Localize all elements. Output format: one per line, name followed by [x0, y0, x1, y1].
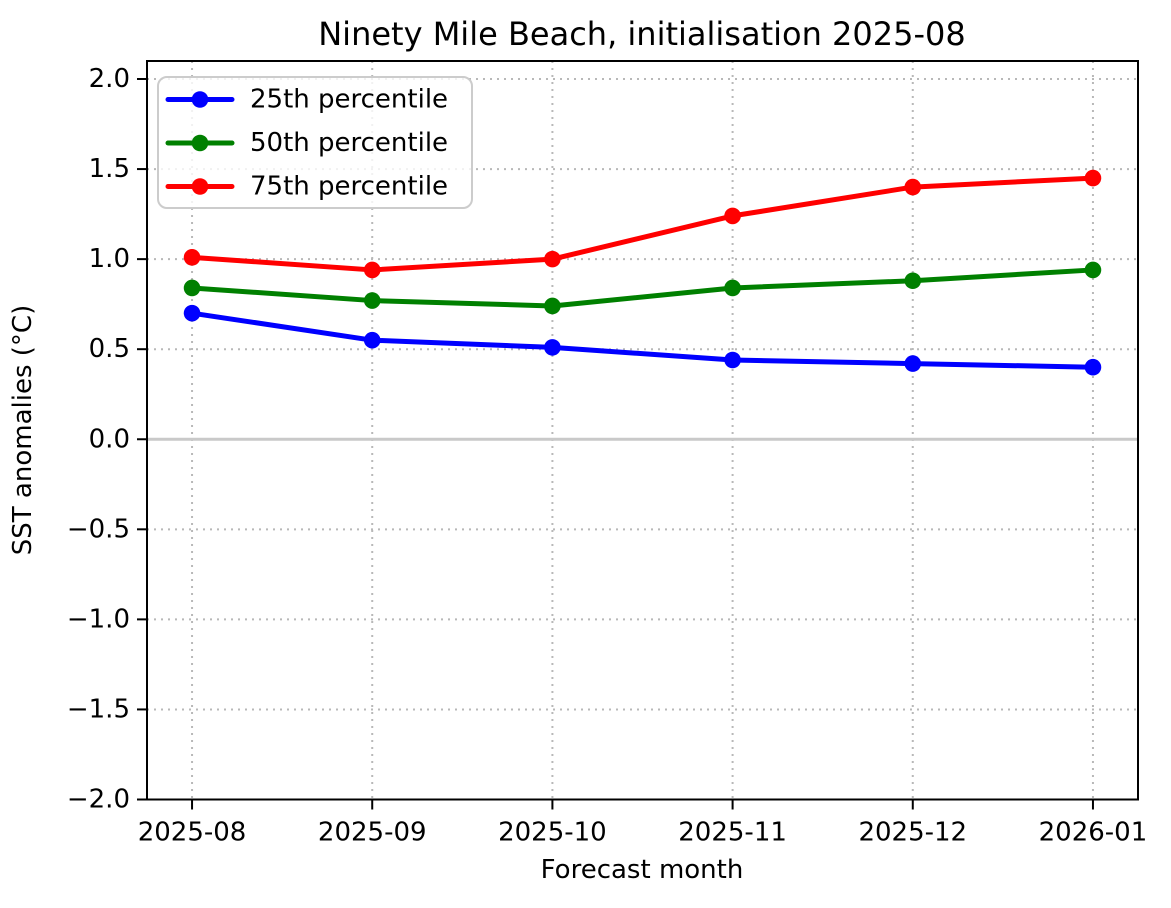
x-tick-label: 2025-12	[858, 818, 967, 848]
legend-label-50th-percentile: 50th percentile	[250, 128, 448, 158]
data-point-75th-percentile	[1084, 169, 1102, 187]
data-point-75th-percentile	[544, 250, 561, 268]
legend-label-75th-percentile: 75th percentile	[250, 172, 448, 202]
legend-label-25th-percentile: 25th percentile	[250, 85, 448, 115]
data-point-25th-percentile	[904, 355, 922, 372]
x-tick-label: 2025-10	[498, 818, 607, 848]
series-line-50th-percentile	[189, 267, 1096, 309]
legend-marker-25th-percentile	[191, 91, 209, 108]
data-point-75th-percentile	[724, 207, 741, 225]
data-point-50th-percentile	[363, 292, 381, 309]
axes-layer	[137, 60, 1139, 810]
x-tick-label: 2026-01	[1039, 818, 1148, 848]
y-tick-label: −1.5	[67, 694, 130, 724]
x-tick-label: 2025-11	[678, 818, 787, 848]
y-tick-label: −1.0	[67, 604, 130, 634]
data-point-50th-percentile	[1084, 261, 1102, 279]
series-line-75th-percentile	[189, 175, 1096, 273]
y-tick-label: 0.0	[89, 424, 130, 454]
series-layer	[183, 169, 1102, 376]
y-tick-label: −0.5	[67, 514, 130, 544]
chart-title: Ninety Mile Beach, initialisation 2025-0…	[318, 15, 966, 53]
legend-marker-50th-percentile	[191, 134, 209, 152]
data-point-25th-percentile	[183, 304, 201, 322]
data-point-50th-percentile	[544, 297, 561, 315]
y-tick-label: 2.0	[89, 64, 130, 94]
data-point-50th-percentile	[724, 279, 741, 297]
x-tick-label: 2025-08	[138, 818, 247, 848]
plot-border	[146, 60, 1139, 801]
data-point-75th-percentile	[183, 249, 201, 266]
y-axis-label: SST anomalies (°C)	[8, 305, 38, 555]
y-tick-label: −2.0	[67, 785, 130, 815]
data-point-75th-percentile	[363, 261, 381, 279]
legend-box	[157, 76, 473, 209]
data-point-25th-percentile	[544, 339, 561, 356]
x-axis-label: Forecast month	[541, 855, 744, 885]
tick-label-layer: 2025-08 2025-09 2025-10 2025-11 2025-12 2026-…	[67, 64, 1147, 847]
legend: 25th percentile 50th percentile 75th perce…	[157, 76, 473, 209]
data-point-50th-percentile	[183, 279, 201, 297]
data-point-50th-percentile	[904, 272, 922, 290]
data-point-25th-percentile	[363, 331, 381, 349]
series-line-25th-percentile	[189, 310, 1096, 370]
y-tick-label: 1.0	[89, 244, 130, 274]
x-tick-label: 2025-09	[318, 818, 427, 848]
y-tick-label: 1.5	[89, 154, 130, 184]
data-point-25th-percentile	[1084, 358, 1102, 376]
data-point-25th-percentile	[724, 351, 741, 369]
data-point-75th-percentile	[904, 178, 922, 196]
y-tick-label: 0.5	[89, 334, 130, 364]
legend-marker-75th-percentile	[191, 178, 209, 195]
